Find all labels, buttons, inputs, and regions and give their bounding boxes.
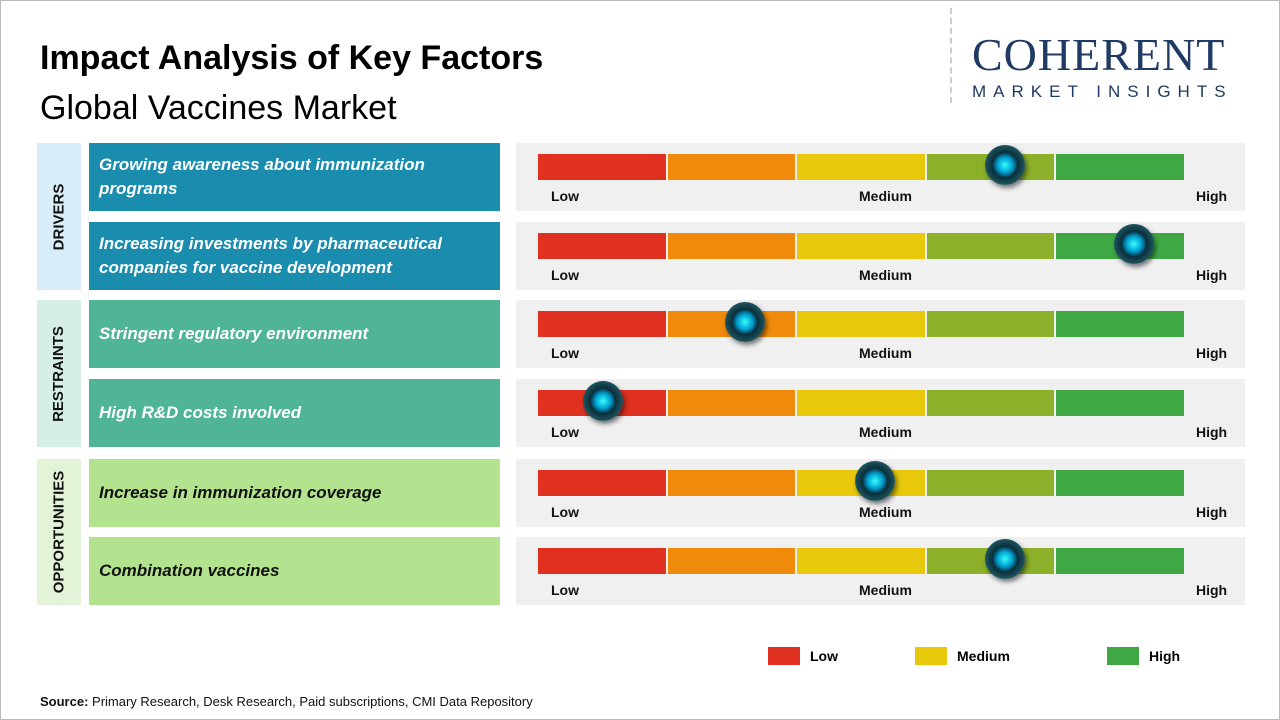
logo: COHERENT MARKET INSIGHTS: [950, 8, 1272, 103]
low-label: Low: [551, 345, 579, 361]
category-label: DRIVERS: [50, 183, 67, 250]
scale-segment: [797, 390, 925, 416]
category-drivers: DRIVERS: [37, 143, 81, 290]
high-label: High: [1196, 188, 1228, 204]
factor-label: High R&D costs involved: [89, 379, 500, 447]
category-label: RESTRAINTS: [50, 325, 67, 422]
medium-label: Medium: [859, 345, 912, 361]
scale-segment: [926, 311, 1055, 337]
scale-segment: [667, 154, 796, 180]
medium-label: Medium: [859, 504, 912, 520]
page-subtitle: Global Vaccines Market: [40, 89, 397, 127]
impact-scale: [538, 548, 1186, 574]
factor-label: Growing awareness about immunization pro…: [89, 143, 500, 211]
scale-segment: [797, 233, 925, 259]
medium-label: Medium: [859, 267, 912, 283]
high-label: High: [1196, 345, 1228, 361]
scale-segment: [538, 233, 666, 259]
legend-label: Medium: [957, 648, 1010, 664]
legend-swatch: [1107, 647, 1139, 665]
page-title: Impact Analysis of Key Factors: [40, 39, 544, 77]
impact-scale: [538, 233, 1186, 259]
impact-marker: [725, 302, 766, 342]
impact-marker: [854, 461, 895, 501]
source-note: Source: Primary Research, Desk Research,…: [40, 694, 533, 710]
impact-row: Low Medium High: [516, 300, 1245, 368]
legend-swatch: [768, 647, 800, 665]
legend-item: Medium: [915, 647, 1010, 665]
category-label: OPPORTUNITIES: [50, 470, 68, 594]
factor-label: Increasing investments by pharmaceutical…: [89, 222, 500, 290]
category-restraints: RESTRAINTS: [37, 300, 81, 447]
scale-segment: [667, 548, 796, 574]
medium-label: Medium: [859, 582, 912, 598]
scale-segment: [926, 390, 1055, 416]
scale-segment: [1056, 390, 1184, 416]
impact-row: Low Medium High: [516, 379, 1245, 447]
factor-label: Increase in immunization coverage: [89, 459, 500, 527]
legend-item: High: [1107, 647, 1180, 665]
scale-segment: [538, 311, 666, 337]
logo-sub: MARKET INSIGHTS: [972, 82, 1233, 101]
low-label: Low: [551, 504, 579, 520]
scale-segment: [667, 390, 796, 416]
factor-label: Combination vaccines: [89, 537, 500, 605]
impact-scale: [538, 390, 1186, 416]
scale-segment: [926, 233, 1055, 259]
impact-row: Low Medium High: [516, 537, 1245, 605]
impact-marker: [1114, 224, 1155, 264]
impact-marker: [582, 381, 623, 421]
legend-label: Low: [810, 648, 838, 664]
scale-segment: [1056, 311, 1184, 337]
low-label: Low: [551, 267, 579, 283]
high-label: High: [1196, 504, 1228, 520]
scale-segment: [538, 154, 666, 180]
low-label: Low: [551, 424, 579, 440]
legend-swatch: [915, 647, 947, 665]
scale-segment: [1056, 154, 1184, 180]
scale-segment: [797, 548, 925, 574]
scale-segment: [538, 548, 666, 574]
scale-segment: [538, 470, 666, 496]
logo-main: COHERENT: [972, 29, 1226, 80]
impact-scale: [538, 154, 1186, 180]
impact-scale: [538, 311, 1186, 337]
impact-row: Low Medium High: [516, 459, 1245, 527]
factor-label: Stringent regulatory environment: [89, 300, 500, 368]
scale-segment: [667, 470, 796, 496]
scale-segment: [667, 233, 796, 259]
impact-scale: [538, 470, 1186, 496]
low-label: Low: [551, 188, 579, 204]
impact-row: Low Medium High: [516, 143, 1245, 211]
high-label: High: [1196, 267, 1228, 283]
high-label: High: [1196, 424, 1228, 440]
legend-item: Low: [768, 647, 838, 665]
medium-label: Medium: [859, 424, 912, 440]
low-label: Low: [551, 582, 579, 598]
high-label: High: [1196, 582, 1228, 598]
category-opportunities: OPPORTUNITIES: [37, 459, 81, 605]
source-text: Primary Research, Desk Research, Paid su…: [88, 694, 533, 709]
scale-segment: [1056, 470, 1184, 496]
scale-segment: [1056, 548, 1184, 574]
scale-segment: [926, 470, 1055, 496]
legend-label: High: [1149, 648, 1181, 664]
medium-label: Medium: [859, 188, 912, 204]
source-label: Source:: [40, 694, 89, 709]
impact-marker: [984, 539, 1025, 579]
scale-segment: [797, 311, 925, 337]
impact-row: Low Medium High: [516, 222, 1245, 290]
impact-marker: [984, 145, 1025, 185]
scale-segment: [797, 154, 925, 180]
